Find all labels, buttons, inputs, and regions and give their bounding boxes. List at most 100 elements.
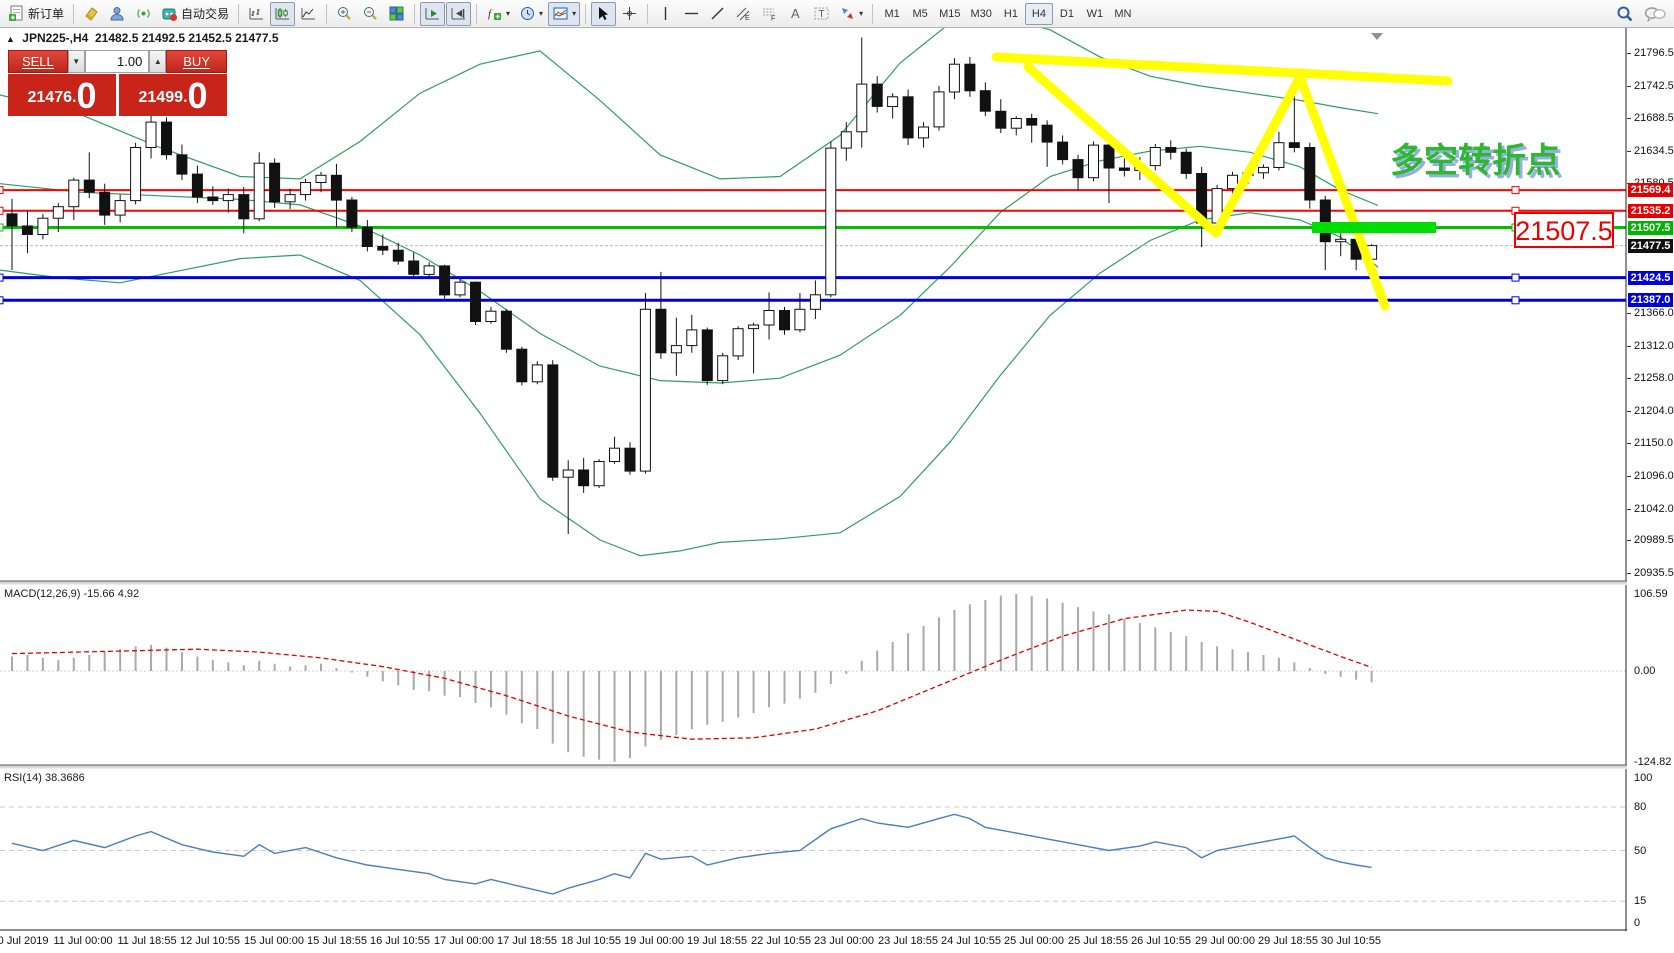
- chart-shift-marker-icon[interactable]: [1371, 33, 1383, 40]
- candle: [748, 324, 760, 330]
- candle: [191, 173, 203, 198]
- candle: [871, 83, 883, 107]
- candle: [253, 162, 265, 220]
- drawn-zigzag-line[interactable]: [1023, 62, 1390, 311]
- candle: [485, 310, 497, 323]
- line-handle[interactable]: [0, 186, 4, 195]
- sell-button[interactable]: SELL: [8, 50, 68, 73]
- collapse-triangle-icon[interactable]: ▲: [6, 34, 15, 44]
- line-handle[interactable]: [0, 223, 4, 232]
- timeframe-M5-button[interactable]: M5: [912, 7, 928, 20]
- price-callout-box[interactable]: [1514, 212, 1614, 248]
- rsi-line: [11, 813, 1372, 895]
- volume-decrease-button[interactable]: ▼: [67, 50, 85, 73]
- line-handle[interactable]: [1511, 296, 1520, 305]
- price-axis[interactable]: 21796.521742.521688.521634.521580.521366…: [1627, 28, 1674, 931]
- candle: [300, 182, 312, 196]
- text-label-tool[interactable]: T: [809, 2, 834, 26]
- eraser-button[interactable]: [79, 2, 104, 26]
- timeframe-MN-button[interactable]: MN: [1114, 7, 1132, 20]
- line-handle[interactable]: [1511, 273, 1520, 282]
- chevron-down-icon: ▾: [539, 9, 544, 18]
- sell-price-frac: 0: [76, 75, 97, 116]
- pane-separator-macd[interactable]: [0, 581, 1674, 585]
- candle: [1165, 147, 1177, 153]
- indicators-button[interactable]: f ▾: [482, 2, 514, 26]
- timeframe-H4-button[interactable]: H4: [1024, 2, 1053, 25]
- macd-axis-label: 0.00: [1634, 665, 1656, 677]
- horizontal-line-tool[interactable]: [679, 2, 704, 26]
- sell-price[interactable]: 21476. 0: [8, 74, 118, 116]
- search-icon[interactable]: [1616, 5, 1634, 23]
- chart-window[interactable]: 多空转折点 多空转折点 21507.5 ▲ JPN225-,H4 21482.5 2…: [0, 28, 1674, 953]
- toolbar-separator: [872, 3, 874, 24]
- new-order-button[interactable]: 新订单: [4, 2, 68, 26]
- one-click-trading-panel: SELL ▼ 1.00 ▲ BUY 21476. 0 21499. 0: [8, 50, 227, 116]
- timeframe-M30-button[interactable]: M30: [970, 7, 992, 20]
- candle: [979, 90, 991, 112]
- trendline-tool[interactable]: [705, 2, 730, 26]
- auto-scroll-button[interactable]: [420, 1, 446, 26]
- macd-indicator-label: MACD(12,26,9) -15.66 4.92: [4, 588, 140, 600]
- pane-separator-rsi[interactable]: [0, 765, 1674, 769]
- signals-button[interactable]: [131, 2, 156, 26]
- crosshair-tool-button[interactable]: [617, 2, 642, 26]
- candle: [1072, 159, 1084, 179]
- templates-button[interactable]: ▾: [548, 1, 581, 26]
- axis-tick: [1627, 540, 1631, 541]
- line-handle[interactable]: [1511, 186, 1520, 195]
- timeframe-H1-button[interactable]: H1: [1003, 7, 1018, 20]
- line-handle[interactable]: [0, 296, 4, 305]
- timeframe-M15-button[interactable]: M15: [939, 7, 961, 20]
- candle: [37, 217, 49, 235]
- toolbar-separator: [476, 3, 478, 24]
- buy-price[interactable]: 21499. 0: [119, 74, 227, 116]
- chat-icon[interactable]: [1644, 5, 1666, 23]
- note-text[interactable]: 多空转折点: [1390, 142, 1560, 180]
- auto-trading-button[interactable]: 自动交易: [157, 2, 233, 26]
- tile-windows-button[interactable]: [384, 2, 409, 26]
- fibonacci-tool[interactable]: F: [757, 2, 782, 26]
- candlestick-chart-button[interactable]: [270, 1, 296, 26]
- vertical-line-tool[interactable]: [653, 2, 678, 26]
- price-tag: 21387.0: [1628, 293, 1673, 307]
- periods-button[interactable]: ▾: [515, 2, 547, 26]
- candle: [918, 126, 929, 139]
- cursor-tool-button[interactable]: [591, 1, 617, 26]
- volume-increase-button[interactable]: ▲: [149, 50, 167, 73]
- timeframe-D1-button[interactable]: D1: [1059, 7, 1074, 20]
- candle: [655, 308, 667, 354]
- line-chart-button[interactable]: [296, 2, 321, 26]
- template-icon: [553, 7, 568, 20]
- volume-input[interactable]: 1.00: [84, 50, 150, 73]
- timeframe-M1-button[interactable]: M1: [884, 7, 900, 20]
- candle: [578, 469, 590, 487]
- zoom-out-button[interactable]: [358, 2, 383, 26]
- price-tick-label: 21796.5: [1634, 47, 1674, 59]
- drawn-trendline[interactable]: [991, 52, 1453, 86]
- time-tick-label: 29 Jul 18:55: [1258, 935, 1318, 947]
- candle: [1304, 147, 1316, 201]
- zoom-in-button[interactable]: [332, 2, 357, 26]
- auto-scroll-icon: [425, 8, 440, 20]
- line-handle[interactable]: [0, 206, 4, 215]
- text-tool[interactable]: A: [783, 2, 808, 26]
- line-handle[interactable]: [0, 273, 4, 282]
- price-tick-label: 20935.5: [1634, 567, 1674, 579]
- axis-tick: [1627, 346, 1631, 347]
- profile-button[interactable]: [105, 2, 130, 26]
- toolbar-separator: [238, 3, 240, 24]
- timeframe-W1-button[interactable]: W1: [1086, 7, 1104, 20]
- channel-tool[interactable]: E: [731, 2, 756, 26]
- chart-shift-button[interactable]: [446, 1, 472, 26]
- zoom-out-icon: [364, 7, 377, 20]
- candle: [1273, 142, 1285, 168]
- time-tick-label: 30 Jul 10:55: [1321, 935, 1381, 947]
- arrows-tool[interactable]: ▾: [835, 2, 867, 26]
- bar-chart-button[interactable]: [244, 2, 269, 26]
- buy-button[interactable]: BUY: [166, 50, 227, 73]
- support-zone-bar[interactable]: [1312, 222, 1436, 233]
- candle: [779, 310, 790, 331]
